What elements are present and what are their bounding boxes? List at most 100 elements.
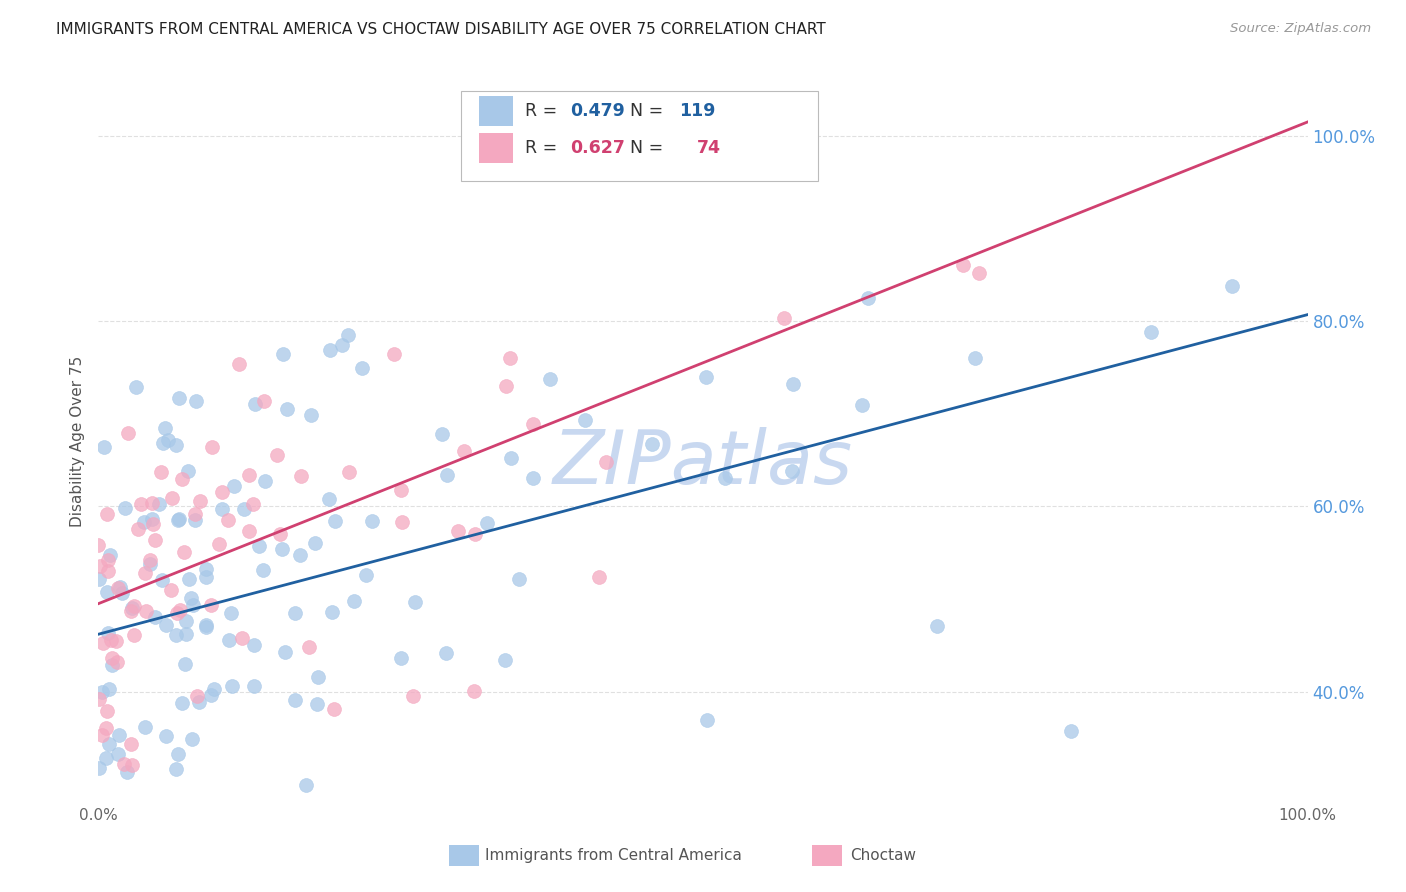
- Text: Immigrants from Central America: Immigrants from Central America: [485, 848, 742, 863]
- Point: [714, 471, 737, 485]
- Point: [91, 685, 114, 699]
- Point: [177, 572, 200, 586]
- Point: [96, 508, 118, 522]
- Point: [201, 440, 224, 454]
- Point: [121, 600, 143, 615]
- Point: [952, 258, 974, 272]
- Point: [1140, 325, 1163, 339]
- Point: [122, 628, 145, 642]
- Point: [188, 695, 211, 709]
- Point: [105, 634, 128, 648]
- Point: [117, 425, 139, 440]
- Point: [89, 761, 111, 775]
- Point: [252, 563, 274, 577]
- Point: [202, 681, 225, 696]
- Point: [266, 448, 288, 462]
- Point: [304, 536, 326, 550]
- Point: [101, 657, 124, 672]
- Point: [167, 747, 190, 762]
- Point: [150, 465, 173, 479]
- Point: [447, 524, 470, 538]
- Point: [271, 347, 294, 361]
- FancyBboxPatch shape: [461, 91, 818, 181]
- Point: [238, 468, 260, 483]
- Point: [120, 738, 142, 752]
- Point: [166, 607, 188, 621]
- Point: [112, 756, 135, 771]
- Point: [391, 515, 413, 529]
- Point: [696, 713, 718, 727]
- Point: [97, 553, 120, 567]
- Point: [499, 351, 522, 366]
- Point: [107, 747, 129, 761]
- Text: 0.627: 0.627: [569, 138, 624, 157]
- Point: [174, 627, 197, 641]
- Point: [295, 778, 318, 792]
- Point: [318, 491, 340, 506]
- Point: [595, 455, 617, 469]
- Point: [851, 398, 873, 412]
- Point: [129, 498, 152, 512]
- Point: [538, 372, 561, 386]
- Text: N =: N =: [630, 138, 669, 157]
- Point: [574, 413, 596, 427]
- Point: [114, 500, 136, 515]
- Point: [173, 545, 195, 559]
- Point: [290, 468, 312, 483]
- Point: [238, 524, 260, 538]
- Point: [120, 604, 142, 618]
- Point: [155, 729, 177, 743]
- Point: [337, 327, 360, 342]
- Point: [243, 639, 266, 653]
- Point: [186, 690, 208, 704]
- Point: [96, 704, 118, 718]
- Point: [464, 527, 486, 541]
- Point: [352, 360, 374, 375]
- Point: [436, 647, 458, 661]
- Point: [231, 631, 253, 645]
- Point: [181, 598, 204, 612]
- Point: [180, 591, 202, 605]
- Point: [211, 501, 233, 516]
- Point: [186, 394, 208, 409]
- Point: [250, 819, 273, 833]
- Point: [588, 570, 610, 584]
- Point: [773, 311, 796, 326]
- Point: [155, 618, 177, 632]
- Point: [228, 358, 250, 372]
- Point: [97, 681, 120, 696]
- Text: Choctaw: Choctaw: [851, 848, 917, 863]
- Point: [135, 603, 157, 617]
- Point: [243, 397, 266, 411]
- Point: [274, 645, 297, 659]
- Point: [110, 586, 132, 600]
- Point: [337, 465, 360, 479]
- Point: [93, 440, 115, 454]
- Point: [343, 594, 366, 608]
- Point: [1060, 724, 1083, 739]
- Point: [97, 625, 120, 640]
- Point: [143, 610, 166, 624]
- Point: [194, 561, 217, 575]
- Point: [170, 472, 193, 486]
- Point: [91, 728, 114, 742]
- Point: [522, 417, 544, 431]
- FancyBboxPatch shape: [449, 846, 479, 865]
- Point: [243, 679, 266, 693]
- Point: [174, 614, 197, 628]
- Point: [217, 513, 239, 527]
- FancyBboxPatch shape: [479, 96, 513, 127]
- Text: 74: 74: [697, 138, 721, 157]
- Point: [127, 522, 149, 536]
- Point: [522, 471, 544, 485]
- Point: [87, 538, 110, 552]
- Point: [134, 566, 156, 581]
- Point: [494, 653, 516, 667]
- Text: IMMIGRANTS FROM CENTRAL AMERICA VS CHOCTAW DISABILITY AGE OVER 75 CORRELATION CH: IMMIGRANTS FROM CENTRAL AMERICA VS CHOCT…: [56, 22, 825, 37]
- Point: [254, 474, 277, 488]
- Text: 119: 119: [679, 102, 716, 120]
- Point: [856, 291, 879, 305]
- Point: [270, 541, 292, 556]
- Text: N =: N =: [630, 102, 669, 120]
- Point: [143, 533, 166, 548]
